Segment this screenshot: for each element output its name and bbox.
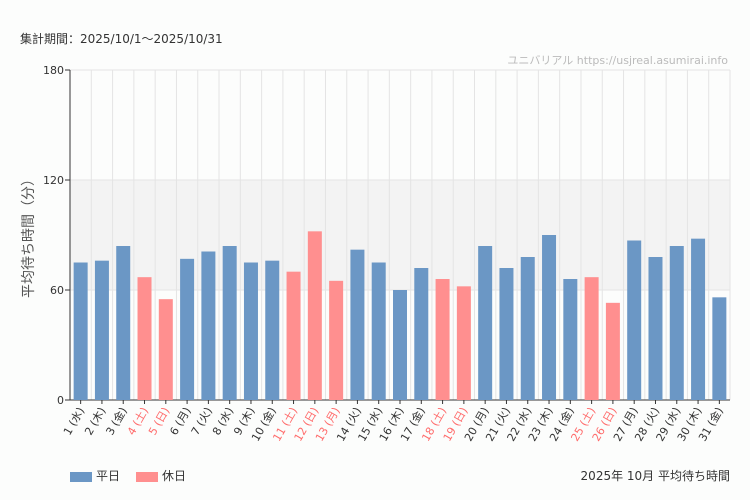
bar [371, 262, 386, 400]
bar [265, 260, 280, 400]
bar [456, 286, 471, 400]
bar [307, 231, 322, 400]
legend-swatch-weekday [70, 471, 92, 482]
bar [393, 290, 407, 400]
target-band [70, 180, 730, 290]
bar [414, 268, 429, 400]
bar [542, 235, 557, 400]
chart-title: 2025年 10月 平均待ち時間 [580, 469, 730, 483]
y-tick-label: 60 [50, 284, 64, 297]
bar [180, 258, 195, 400]
bar [116, 246, 131, 400]
bar [73, 262, 88, 400]
bar [691, 238, 706, 400]
bar [669, 246, 684, 400]
bar [584, 277, 599, 400]
bar [435, 279, 450, 400]
y-axis-label: 平均待ち時間（分） [21, 172, 37, 298]
bar [94, 260, 109, 400]
y-tick-label: 180 [43, 64, 64, 77]
bar [499, 268, 514, 400]
bar [329, 280, 344, 400]
legend-label: 休日 [162, 469, 187, 483]
bar [158, 299, 173, 400]
bar [648, 257, 663, 400]
period-label: 集計期間：2025/10/1〜2025/10/31 [20, 32, 223, 46]
legend-item-weekday[interactable]: 平日 [70, 467, 120, 484]
bar [137, 277, 152, 400]
bar [712, 297, 727, 400]
bar [520, 257, 535, 400]
legend: 平日 休日 [70, 467, 186, 484]
bar [627, 240, 642, 400]
bar [222, 246, 237, 400]
legend-swatch-holiday [136, 471, 159, 482]
bar [478, 246, 493, 400]
legend-label: 平日 [96, 469, 121, 483]
bar [201, 251, 216, 400]
credit-label: ユニバリアル https://usjreal.asumirai.info [507, 54, 728, 67]
bar [286, 271, 301, 400]
y-tick-label: 0 [57, 394, 64, 407]
legend-item-holiday[interactable]: 休日 [136, 467, 186, 484]
bar [563, 279, 578, 400]
bar [605, 302, 620, 400]
y-tick-label: 120 [43, 174, 64, 187]
bar [243, 262, 258, 400]
bar [350, 249, 365, 400]
